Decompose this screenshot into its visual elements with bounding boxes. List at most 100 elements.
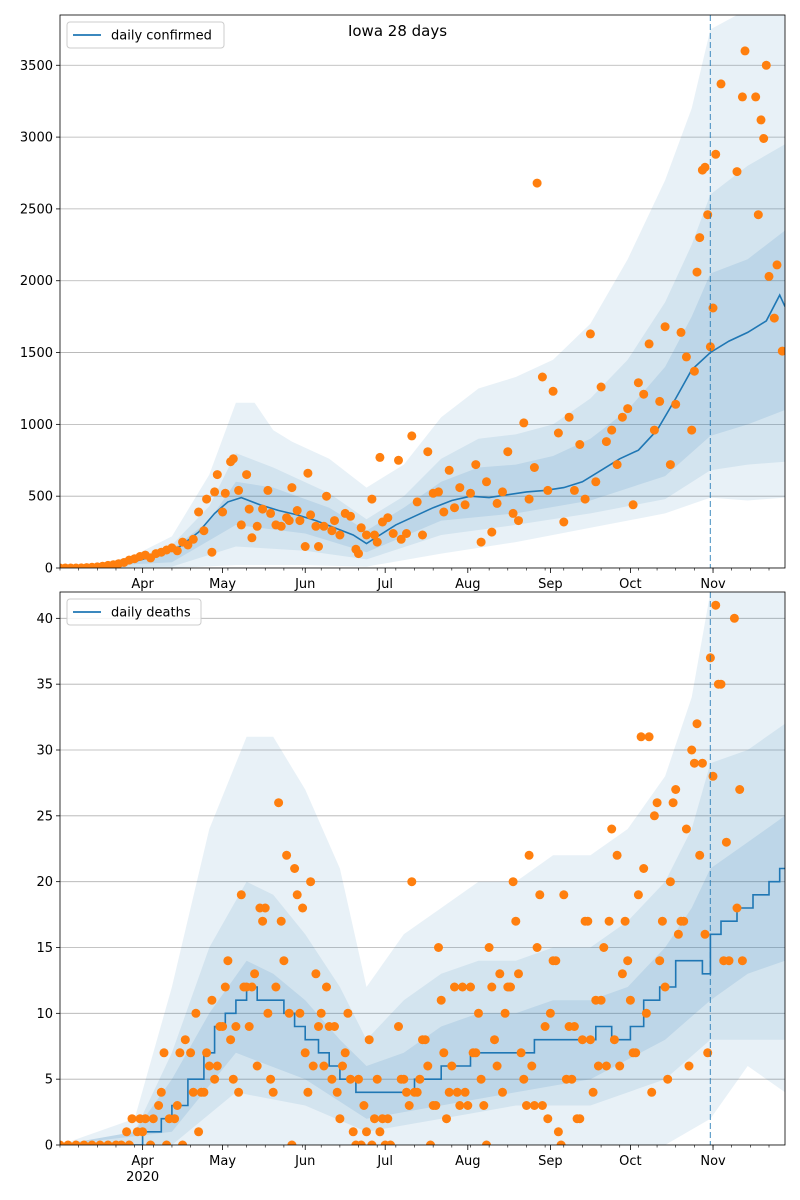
x-tick-label: Jun	[294, 1154, 315, 1169]
data-point	[599, 943, 609, 952]
data-point	[234, 485, 244, 495]
data-point	[260, 903, 270, 913]
data-point	[335, 1114, 345, 1124]
data-point	[322, 982, 331, 992]
data-point	[495, 969, 505, 979]
data-point	[242, 470, 252, 480]
data-point	[612, 460, 622, 470]
data-point	[148, 1114, 158, 1124]
data-point	[207, 547, 217, 557]
data-point	[332, 1087, 342, 1097]
data-point	[697, 758, 707, 768]
data-point	[375, 1127, 385, 1137]
data-point	[655, 396, 665, 406]
data-point	[641, 1008, 651, 1018]
data-point	[279, 956, 289, 966]
uncertainty-band	[60, 592, 785, 1145]
data-point	[721, 837, 731, 847]
data-point	[759, 134, 769, 143]
data-point	[287, 483, 297, 493]
data-point	[300, 542, 310, 551]
data-point	[263, 1008, 273, 1018]
data-point	[716, 79, 726, 89]
data-point	[529, 1101, 539, 1110]
data-point	[140, 1114, 150, 1124]
data-point	[236, 520, 246, 530]
data-point	[514, 516, 523, 526]
data-point	[306, 877, 316, 887]
data-point	[276, 521, 286, 531]
data-point	[503, 447, 513, 457]
data-point	[295, 1008, 305, 1018]
data-point	[580, 494, 590, 504]
legend-label: daily confirmed	[111, 29, 212, 44]
data-point	[500, 1008, 510, 1018]
data-point	[212, 1061, 222, 1071]
data-point	[455, 1101, 465, 1110]
data-point	[522, 1101, 531, 1110]
data-point	[444, 465, 454, 475]
data-point	[540, 1022, 550, 1031]
data-point	[639, 389, 649, 399]
data-point	[569, 485, 579, 495]
data-point	[348, 1127, 358, 1137]
data-point	[551, 956, 561, 966]
data-point	[455, 483, 465, 493]
data-point	[210, 1074, 220, 1084]
data-point	[737, 956, 747, 966]
data-point	[330, 516, 339, 526]
data-point	[681, 352, 691, 362]
data-point	[420, 1035, 430, 1045]
data-point	[508, 508, 518, 518]
data-point	[383, 1114, 393, 1124]
data-point	[679, 916, 689, 926]
y-tick-label: 0	[45, 1139, 53, 1154]
data-point	[487, 982, 497, 992]
legend: daily confirmed	[66, 21, 225, 49]
data-point	[575, 440, 585, 449]
data-point	[407, 877, 417, 887]
data-point	[316, 1008, 326, 1018]
data-point	[292, 506, 302, 515]
y-tick-label: 15	[36, 941, 53, 956]
data-point	[223, 956, 233, 966]
data-point	[172, 1101, 182, 1110]
data-point	[228, 1074, 238, 1084]
data-point	[330, 1022, 339, 1031]
data-point	[482, 477, 491, 487]
legend-box	[66, 21, 225, 49]
data-point	[236, 890, 246, 900]
data-point	[247, 533, 257, 543]
data-point	[639, 864, 649, 873]
data-point	[418, 530, 427, 540]
data-point	[244, 504, 254, 514]
data-point	[340, 1048, 350, 1058]
data-point	[204, 1061, 214, 1071]
data-point	[124, 1140, 134, 1145]
data-point	[284, 1008, 294, 1018]
data-point	[474, 1008, 483, 1018]
data-point	[508, 877, 518, 887]
y-tick-label: 2000	[20, 274, 53, 289]
data-point	[212, 470, 222, 480]
data-point	[476, 537, 486, 547]
data-point	[178, 1140, 188, 1145]
data-point	[482, 1140, 491, 1145]
data-point	[284, 516, 294, 526]
data-point	[559, 890, 569, 900]
data-point	[258, 504, 268, 514]
data-point	[220, 982, 230, 992]
data-point	[673, 929, 683, 939]
data-point	[511, 916, 521, 926]
data-point	[628, 500, 638, 510]
data-point	[689, 758, 699, 768]
data-point	[575, 1114, 585, 1124]
data-point	[687, 425, 697, 435]
data-point	[354, 1074, 363, 1084]
data-point	[633, 378, 643, 388]
data-point	[394, 1022, 403, 1031]
data-point	[647, 1087, 657, 1097]
data-point	[596, 382, 606, 392]
legend-label: daily deaths	[111, 606, 191, 621]
